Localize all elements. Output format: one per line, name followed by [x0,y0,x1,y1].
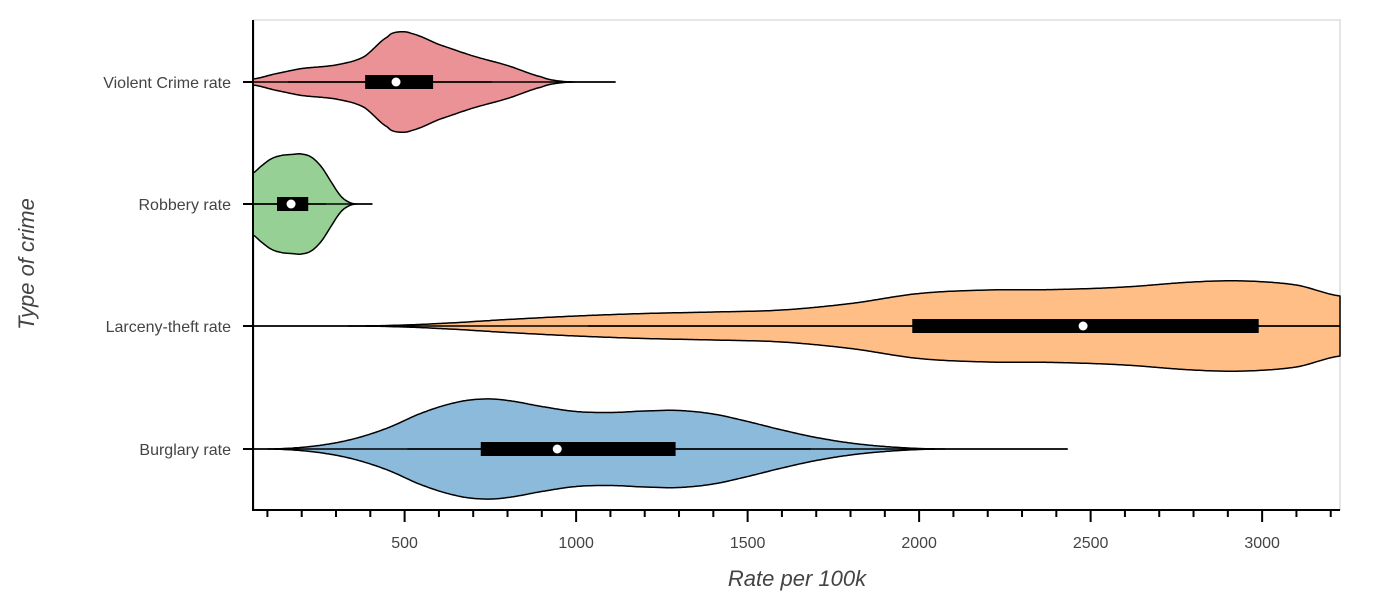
median-dot [1078,321,1088,331]
x-tick-label: 1500 [730,535,766,552]
x-tick-label: 2500 [1073,535,1109,552]
y-tick-label: Larceny-theft rate [106,319,232,336]
violin-violent-crime-rate [252,30,616,134]
x-ticks: 500 1000 1500 2000 2500 3000 [266,510,1332,552]
y-tick-label: Burglary rate [139,442,231,459]
x-tick-label: 2000 [901,535,937,552]
median-dot [552,444,562,454]
y-tick-label: Violent Crime rate [103,75,231,92]
x-tick-label: 1000 [558,535,594,552]
violin-larceny-theft-rate [252,280,1341,372]
violin-robbery-rate [252,153,373,255]
x-axis-title: Rate per 100k [728,566,867,591]
iqr-box [480,442,676,456]
y-ticks: Violent Crime rate Robbery rate Larceny-th… [103,75,253,459]
violin-burglary-rate [252,398,1069,500]
violins-layer [252,30,1341,500]
median-dot [391,77,401,87]
median-dot [286,199,296,209]
y-tick-label: Robbery rate [139,197,232,214]
x-tick-label: 500 [391,535,418,552]
x-tick-label: 3000 [1244,535,1280,552]
y-axis-title: Type of crime [14,198,39,330]
